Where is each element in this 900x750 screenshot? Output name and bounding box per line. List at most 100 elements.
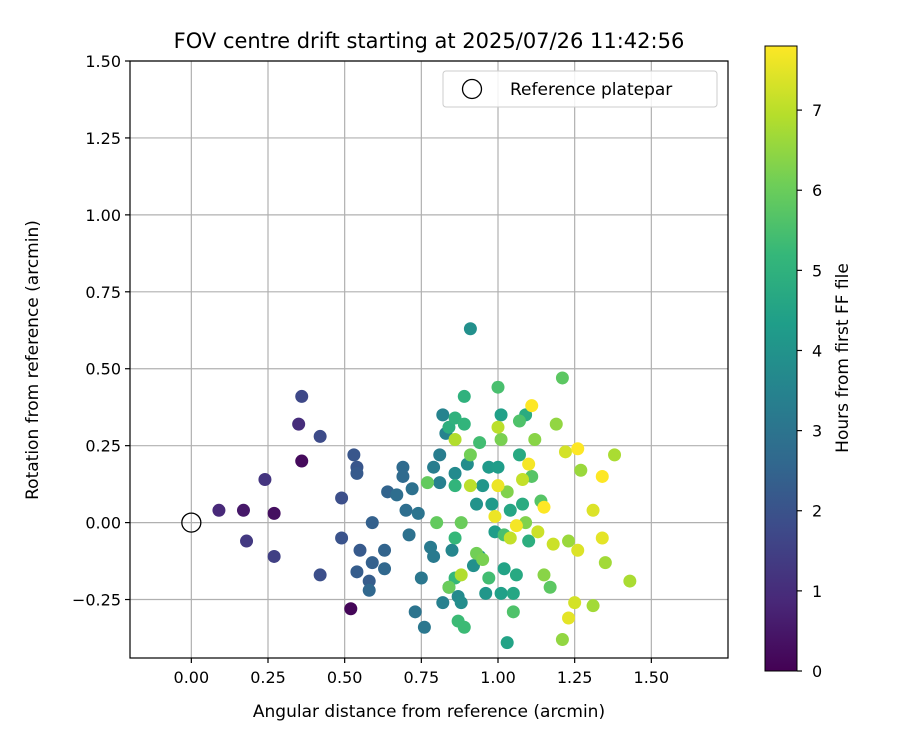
data-points <box>212 322 637 650</box>
data-point <box>555 371 569 385</box>
data-point <box>509 519 523 533</box>
data-point <box>448 466 462 480</box>
data-point <box>494 433 508 447</box>
data-point <box>512 414 526 428</box>
y-tick-label: 0.25 <box>85 437 121 456</box>
x-tick-label: 0.50 <box>327 668 363 687</box>
data-point <box>212 503 226 517</box>
data-point <box>454 516 468 530</box>
data-point <box>436 408 450 422</box>
x-tick-label: 1.25 <box>557 668 593 687</box>
data-point <box>476 479 490 493</box>
data-point <box>454 596 468 610</box>
legend: Reference platepar <box>442 70 718 108</box>
data-point <box>454 568 468 582</box>
y-tick-label: 0.00 <box>85 514 121 533</box>
data-point <box>506 605 520 619</box>
data-point <box>448 479 462 493</box>
reference-point-marker <box>181 512 202 533</box>
data-point <box>240 534 254 548</box>
data-point <box>433 448 447 462</box>
data-point <box>500 485 514 499</box>
data-point <box>531 525 545 539</box>
data-point <box>350 466 364 480</box>
data-point <box>516 473 530 487</box>
data-point <box>236 503 250 517</box>
data-point <box>420 476 434 490</box>
x-tick-label: 1.00 <box>480 668 516 687</box>
data-point <box>417 620 431 634</box>
legend-box <box>442 70 718 108</box>
data-point <box>494 408 508 422</box>
data-point <box>479 586 493 600</box>
data-point <box>586 503 600 517</box>
data-point <box>476 553 490 567</box>
data-point <box>350 565 364 579</box>
colorbar-tick-label: 7 <box>812 101 822 120</box>
data-point <box>457 389 471 403</box>
data-point <box>555 633 569 647</box>
data-point <box>442 580 456 594</box>
data-point <box>537 568 551 582</box>
data-point <box>463 448 477 462</box>
data-point <box>378 562 392 576</box>
colorbar-tick-label: 5 <box>812 261 822 280</box>
data-point <box>598 556 612 570</box>
data-point <box>623 574 637 588</box>
data-point <box>362 574 376 588</box>
data-point <box>335 531 349 545</box>
colorbar-tick-label: 0 <box>812 662 822 681</box>
data-point <box>491 380 505 394</box>
data-point <box>448 531 462 545</box>
data-point <box>365 516 379 530</box>
data-point <box>399 503 413 517</box>
colorbar-tick-label: 2 <box>812 502 822 521</box>
colorbar-tick-label: 3 <box>812 422 822 441</box>
data-point <box>482 571 496 585</box>
data-point <box>463 322 477 336</box>
data-point <box>347 448 361 462</box>
colorbar-bar <box>764 45 798 672</box>
data-point <box>494 586 508 600</box>
data-point <box>267 506 281 520</box>
data-point <box>427 549 441 563</box>
data-point <box>568 596 582 610</box>
y-tick-label: 1.25 <box>85 129 121 148</box>
y-tick-label: 1.50 <box>85 52 121 71</box>
x-tick-label: 0.00 <box>174 668 210 687</box>
data-point <box>516 497 530 511</box>
data-point <box>448 433 462 447</box>
chart-title: FOV centre drift starting at 2025/07/26 … <box>174 29 685 53</box>
y-tick-label: −0.25 <box>72 591 121 610</box>
data-point <box>405 482 419 496</box>
data-point <box>500 636 514 650</box>
data-point <box>457 620 471 634</box>
colorbar-label: Hours from first FF file <box>833 263 853 453</box>
data-point <box>497 562 511 576</box>
data-point <box>396 460 410 474</box>
data-point <box>491 479 505 493</box>
data-point <box>295 389 309 403</box>
data-point <box>546 537 560 551</box>
data-point <box>292 417 306 431</box>
data-point <box>525 399 539 413</box>
data-point <box>295 454 309 468</box>
data-point <box>445 543 459 557</box>
data-point <box>411 506 425 520</box>
legend-open-circle-icon <box>461 78 483 100</box>
data-point <box>473 436 487 450</box>
data-point <box>506 586 520 600</box>
data-point <box>586 599 600 613</box>
data-point <box>574 463 588 477</box>
data-point <box>562 534 576 548</box>
data-point <box>258 473 272 487</box>
data-point <box>466 559 480 573</box>
data-point <box>522 457 536 471</box>
data-point <box>427 460 441 474</box>
plot-frame <box>129 60 729 659</box>
y-tick-label: 0.75 <box>85 283 121 302</box>
data-point <box>512 448 526 462</box>
data-point <box>558 445 572 459</box>
data-point <box>571 543 585 557</box>
